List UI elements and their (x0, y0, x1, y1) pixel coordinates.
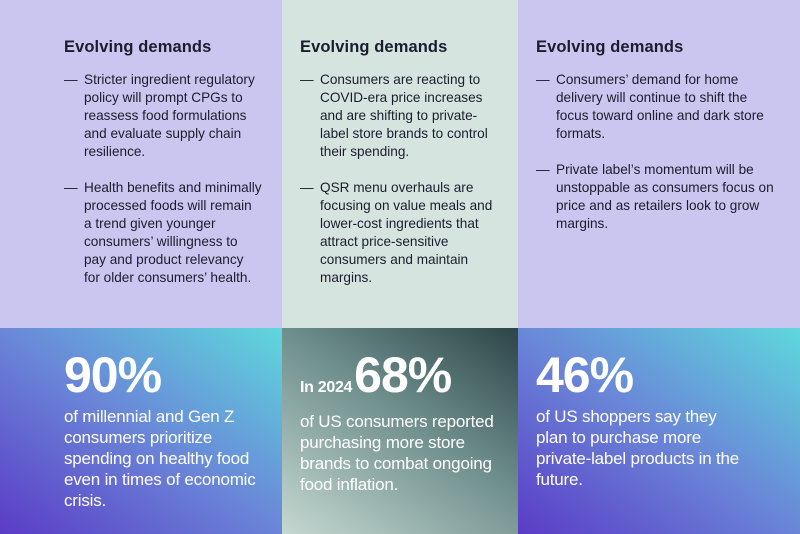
column-1: Evolving demands — Stricter ingredient re… (0, 0, 282, 534)
bullet: — Stricter ingredient regulatory policy w… (64, 72, 255, 159)
stat-value: 46% (536, 347, 634, 403)
stat-prefix: In 2024 (300, 379, 353, 396)
heading: Evolving demands (64, 38, 212, 56)
column-2: Evolving demands — Consumers are reacting… (282, 0, 518, 534)
heading: Evolving demands (536, 38, 684, 56)
demands-panel: Evolving demands — Consumers are reacting… (282, 0, 518, 328)
bullet: — Private label’s momentum will be unstop… (536, 162, 774, 231)
demands-panel: Evolving demands — Stricter ingredient re… (0, 0, 282, 328)
demands-panel: Evolving demands — Consumers’ demand for … (518, 0, 800, 328)
bullet: — Consumers’ demand for home delivery wil… (536, 72, 764, 141)
stat-value-line: In 202468% (300, 348, 498, 415)
stat-panel: 90% of millennial and Gen Z consumers pr… (0, 328, 282, 534)
stat-text: of millennial and Gen Z consumers priori… (64, 407, 256, 510)
bullet: — Health benefits and minimally processed… (64, 180, 262, 285)
stat-value: 68% (354, 347, 452, 403)
bullet: — QSR menu overhauls are focusing on valu… (300, 180, 493, 285)
stat-panel: 46% of US shoppers say they plan to purc… (518, 328, 800, 534)
stat-panel: In 202468% of US consumers reported purc… (282, 328, 518, 534)
bullet: — Consumers are reacting to COVID-era pri… (300, 72, 488, 159)
column-3: Evolving demands — Consumers’ demand for … (518, 0, 800, 534)
stat-value: 90% (64, 347, 162, 403)
stat-text: of US consumers reported purchasing more… (300, 412, 494, 494)
heading: Evolving demands (300, 38, 448, 56)
stat-text: of US shoppers say they plan to purchase… (536, 407, 740, 489)
